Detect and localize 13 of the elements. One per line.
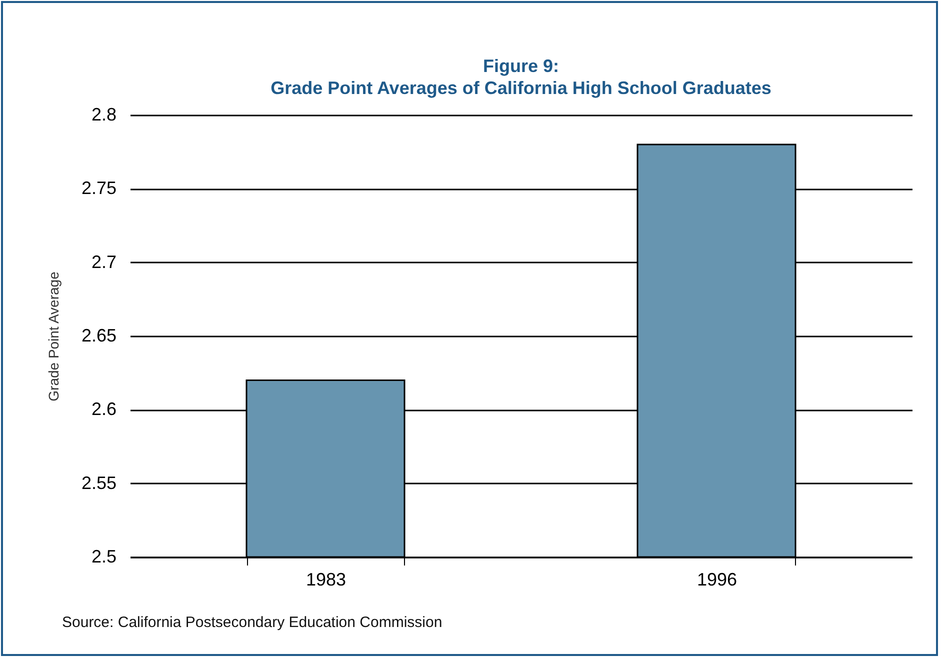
- y-tick-label: 2.7: [91, 252, 116, 272]
- y-tick-label: 2.8: [91, 104, 116, 124]
- chart-subtitle: Grade Point Averages of California High School Graduates: [270, 78, 772, 98]
- y-tick-label: 2.6: [91, 399, 116, 420]
- y-tick-label: 2.75: [81, 178, 116, 198]
- y-tick-label: 2.65: [81, 326, 116, 346]
- chart-title: Figure 9:: [482, 56, 560, 76]
- x-tick-label: 1996: [696, 570, 738, 590]
- y-axis-title: Grade Point Average: [45, 271, 62, 402]
- x-tick-label: 1983: [306, 570, 346, 590]
- y-tick-label: 2.55: [81, 472, 116, 493]
- source-note: Source: California Postsecondary Education Commission: [62, 614, 442, 631]
- y-tick-label: 2.5: [91, 546, 116, 566]
